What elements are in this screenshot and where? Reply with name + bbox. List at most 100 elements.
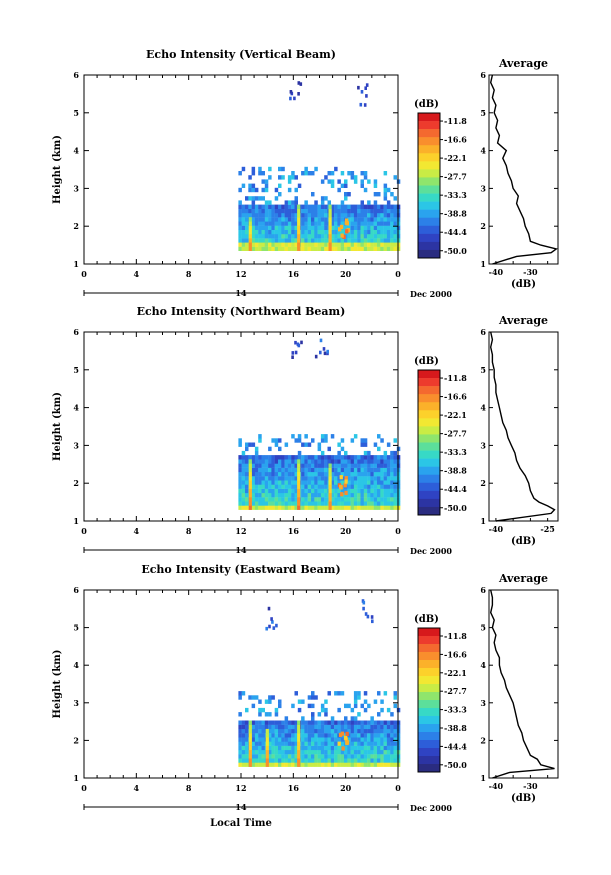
echo-cell (271, 754, 275, 759)
echo-spike-cell (248, 497, 252, 502)
echo-cell (347, 217, 351, 222)
echo-cell (238, 749, 242, 755)
echo-cell (258, 213, 262, 218)
echo-cell (281, 724, 285, 730)
echo-cell (281, 242, 285, 247)
echo-cell (377, 724, 381, 730)
echo-cell (261, 246, 265, 251)
echo-cell (238, 467, 242, 473)
echo-cell (294, 497, 298, 502)
echo-cell (258, 749, 262, 755)
echo-cell (281, 476, 285, 481)
echo-cell (238, 745, 242, 751)
profile-x-tick-label: -30 (523, 781, 538, 791)
echo-cell (363, 720, 368, 725)
echo-cell (274, 749, 279, 755)
echo-cell (390, 238, 394, 243)
profile-frame (488, 74, 559, 265)
echo-cell (254, 242, 259, 247)
echo-cell (377, 749, 381, 755)
echo-cell (258, 492, 262, 498)
echo-spike-cell (297, 476, 301, 481)
echo-cell (274, 712, 279, 717)
echo-cell (304, 208, 308, 214)
echo-cell (380, 501, 384, 506)
echo-cell (393, 745, 397, 751)
echo-cell (390, 720, 394, 725)
echo-cell (396, 749, 401, 755)
echo-spike-cell (248, 720, 252, 725)
echo-cell (291, 749, 295, 755)
echo-cells (238, 338, 401, 510)
echo-cell (373, 459, 378, 464)
echo-cell (320, 488, 325, 494)
echo-cell (274, 492, 279, 498)
echo-cell (360, 200, 364, 205)
echo-spike-cell (328, 501, 332, 506)
echo-cell (245, 204, 249, 209)
echo-cell (245, 737, 249, 742)
echo-spike-cell (297, 467, 301, 473)
echo-cell (245, 442, 249, 447)
echo-cell (287, 737, 292, 742)
echo-cell (251, 497, 256, 502)
echo-cell (268, 724, 272, 730)
echo-cell (284, 217, 289, 222)
echo-spike-cell (328, 246, 332, 251)
echo-cell (357, 733, 361, 738)
echo-cell (264, 455, 269, 460)
echo-cell (377, 455, 381, 460)
echo-cell (248, 175, 252, 180)
echo-cell (380, 238, 384, 243)
echo-cell (363, 488, 368, 494)
echo-cell (307, 745, 312, 751)
echo-cell (320, 754, 325, 759)
echo-cell (291, 476, 295, 481)
echo-cell (245, 217, 249, 222)
echo-cell (307, 737, 312, 742)
echo-cell (360, 208, 364, 214)
echo-cell (245, 463, 249, 468)
echo-cell (330, 749, 335, 755)
echo-cell (271, 234, 275, 239)
echo-cell (324, 505, 328, 510)
echo-cell (383, 213, 388, 218)
echo-cell (291, 492, 295, 498)
echo-cell (367, 741, 371, 746)
echo-cell (268, 728, 272, 734)
echo-cell (284, 229, 289, 235)
echo-cell (274, 501, 279, 506)
isolated-echo-cell (365, 94, 368, 98)
echo-cell (268, 699, 272, 704)
echo-cell (314, 484, 318, 489)
echo-cell (294, 749, 298, 755)
echo-cell (245, 497, 249, 502)
echo-spike-cell (328, 492, 332, 498)
echo-cell (251, 229, 256, 235)
echo-cell (393, 234, 397, 239)
day-label: 14 (235, 802, 247, 812)
profile-y-tick-label: 1 (480, 259, 486, 269)
echo-cell (311, 745, 315, 751)
echo-cell (390, 749, 394, 755)
echo-cell (304, 204, 308, 209)
echo-cell (383, 242, 388, 247)
echo-cell (373, 492, 378, 498)
colorbar-tick-label: -44.4 (444, 484, 467, 494)
echo-spike-cell (297, 484, 301, 489)
echo-cell (386, 229, 391, 235)
echo-cell (258, 455, 262, 460)
echo-cell (360, 476, 364, 481)
echo-cell (373, 737, 378, 742)
echo-spike-cell (248, 480, 252, 485)
echo-cell (264, 229, 269, 235)
echo-cell (254, 497, 259, 502)
echo-cell (238, 720, 242, 725)
echo-cell (360, 497, 364, 502)
echo-cell (380, 728, 384, 734)
echo-cell (370, 716, 374, 721)
echo-cell (320, 213, 325, 218)
echo-cell (337, 720, 341, 725)
echo-spike-cell (328, 463, 332, 468)
echo-cell (320, 450, 325, 456)
